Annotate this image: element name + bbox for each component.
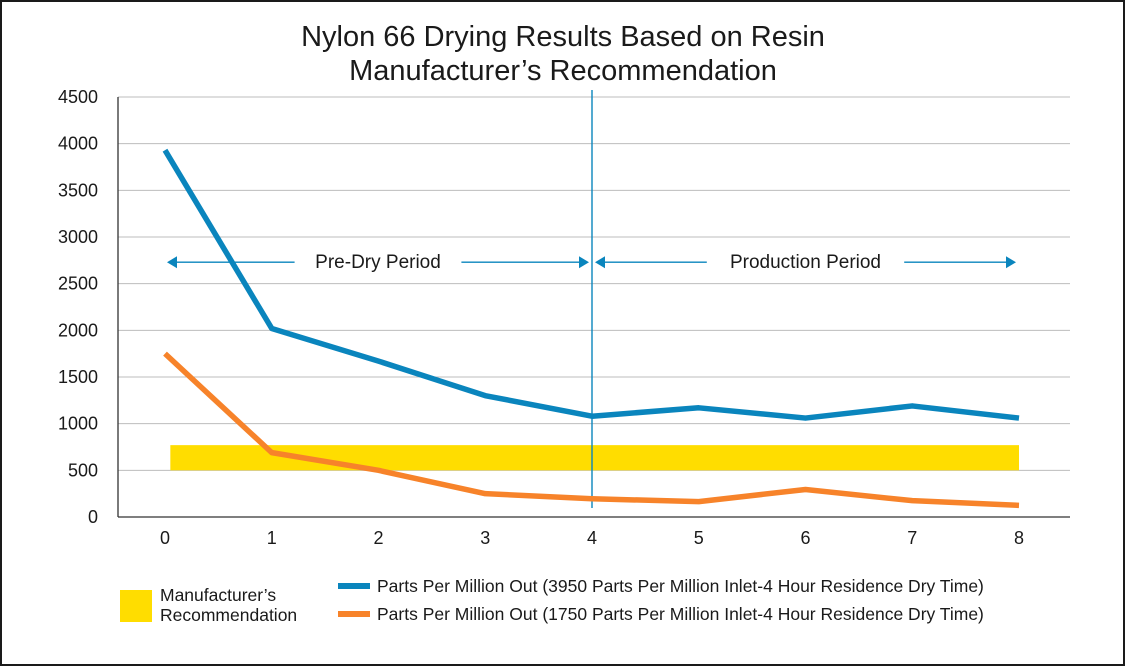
y-tick-label: 0 [88,507,98,527]
period-arrow-head-left [595,256,605,269]
y-axis-tick-labels: 0 500 1000 1500 2000 2500 3000 3500 4000 4500 [58,87,98,527]
y-tick-label: 4500 [58,87,98,107]
period-arrow-head-right [579,256,589,269]
legend-label-band-line-1: Manufacturer’s [160,585,276,605]
legend-label-series-2: Parts Per Million Out (1750 Parts Per Mi… [377,604,984,624]
y-tick-label: 1500 [58,367,98,387]
y-tick-label: 3000 [58,227,98,247]
legend-swatch-series-2 [338,611,370,617]
x-tick-label: 5 [694,528,704,548]
y-tick-label: 3500 [58,180,98,200]
x-tick-label: 4 [587,528,597,548]
period-annotations: Pre-Dry Period Production Period [167,252,1016,273]
legend-label-series-1: Parts Per Million Out (3950 Parts Per Mi… [377,576,984,596]
legend-label-band-line-2: Recommendation [160,605,297,625]
x-tick-label: 1 [267,528,277,548]
series-line-2 [163,351,1020,509]
axes [117,97,1070,518]
series-lines [162,148,1020,509]
x-tick-label: 0 [160,528,170,548]
legend-swatch-band [120,590,152,622]
chart-title-line-2: Manufacturer’s Recommendation [349,55,777,87]
series-line-1 [162,148,1020,421]
chart-title: Nylon 66 Drying Results Based on Resin M… [301,21,825,87]
x-axis-tick-labels: 0 1 2 3 4 5 6 7 8 [160,528,1024,548]
y-tick-label: 2500 [58,274,98,294]
x-tick-label: 2 [373,528,383,548]
x-tick-label: 3 [480,528,490,548]
period-label: Production Period [730,252,881,273]
y-tick-label: 1000 [58,414,98,434]
y-tick-label: 4000 [58,134,98,154]
period-arrow-head-left [167,256,177,269]
chart-title-line-1: Nylon 66 Drying Results Based on Resin [301,21,825,53]
period-label: Pre-Dry Period [315,252,441,273]
x-tick-label: 8 [1014,528,1024,548]
legend-swatch-series-1 [338,583,370,589]
x-tick-label: 7 [907,528,917,548]
period-arrow-head-right [1006,256,1016,269]
y-tick-label: 500 [68,460,98,480]
y-tick-label: 2000 [58,320,98,340]
x-tick-label: 6 [800,528,810,548]
